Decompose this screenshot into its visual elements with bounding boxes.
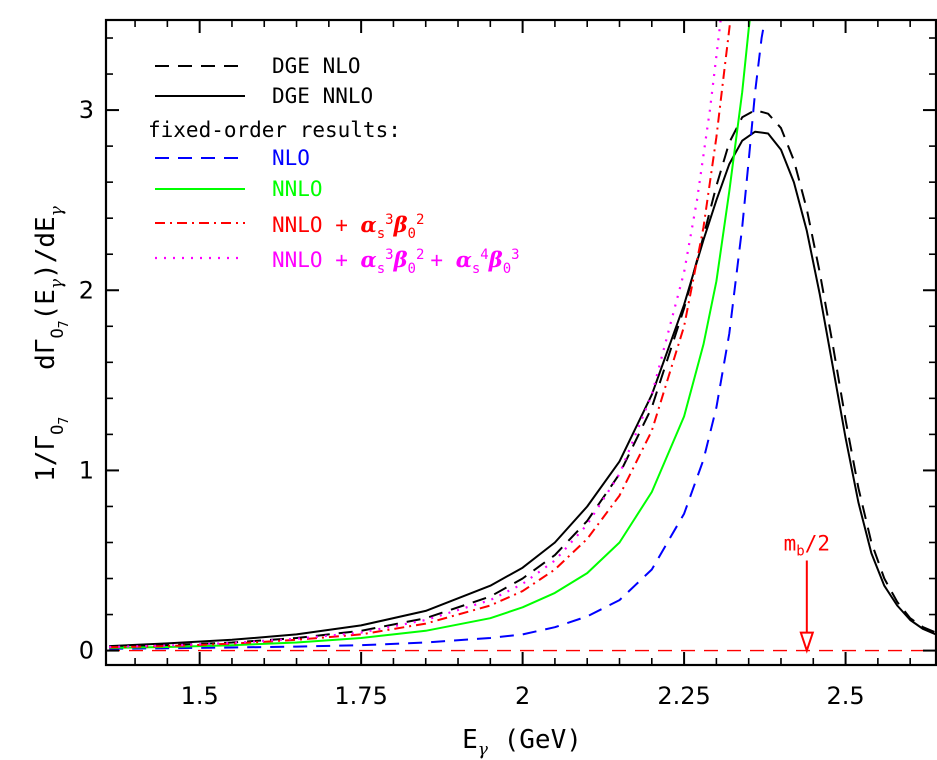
x-tick-label: 2.25 xyxy=(657,682,710,710)
mb-half-arrow-head xyxy=(799,631,815,654)
legend-label-nnlo-a3b2-a4b3: NNLO + αs3β02 + αs4β03 xyxy=(272,247,520,277)
legend-label-nnlo-a3b2: NNLO + αs3β02 xyxy=(272,212,424,242)
legend-label-nnlo: NNLO xyxy=(272,177,323,201)
series-layer xyxy=(106,20,936,652)
legend-label-nlo: NLO xyxy=(272,146,310,170)
y-tick-label: 1 xyxy=(79,456,94,484)
legend-label-dge-nlo: DGE NLO xyxy=(272,54,361,78)
mb-half-label: mb/2 xyxy=(784,532,830,560)
x-tick-label: 1.75 xyxy=(334,682,387,710)
x-tick-label: 1.5 xyxy=(181,682,219,710)
series-line-1 xyxy=(109,130,936,648)
y-tick-label: 0 xyxy=(79,637,94,665)
series-line-0 xyxy=(109,109,936,648)
tick-layer: 1.5 1.75 2 2.25 2.5 0 1 2 3 xyxy=(79,20,936,710)
series-line-5 xyxy=(109,20,722,649)
legend-label-dge-nnlo: DGE NNLO xyxy=(272,84,373,108)
y-tick-label: 3 xyxy=(79,96,94,124)
legend-header: fixed-order results: xyxy=(148,118,401,142)
series-line-4 xyxy=(109,20,732,649)
x-tick-label: 2 xyxy=(515,682,530,710)
y-axis-title: 1/ΓO7 dΓO7(Eγ)/dEγ xyxy=(31,205,72,482)
mb-half-annotation: mb/2 xyxy=(784,532,830,654)
series-line-3 xyxy=(109,20,751,649)
x-tick-label: 2.5 xyxy=(826,682,864,710)
plot-frame xyxy=(104,18,937,667)
x-axis-title: Eγ (GeV) xyxy=(462,725,582,760)
y-tick-label: 2 xyxy=(79,276,94,304)
legend: DGE NLO DGE NNLO fixed-order results: NL… xyxy=(148,54,520,277)
series-line-2 xyxy=(109,20,766,650)
